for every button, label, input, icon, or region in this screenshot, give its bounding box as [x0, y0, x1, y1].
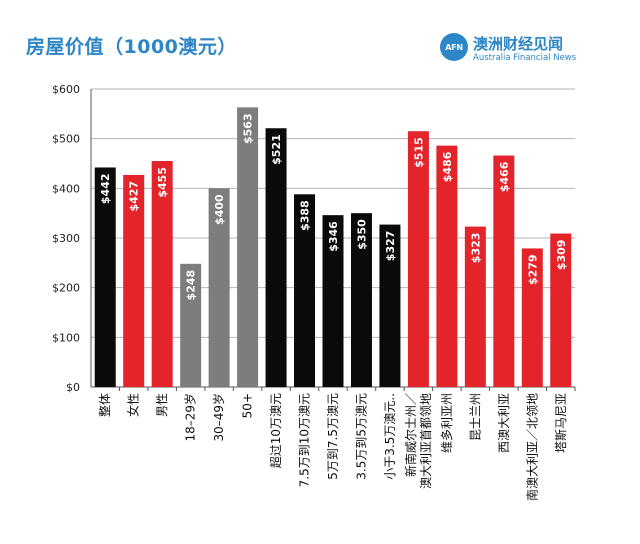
bar-value-label: $486: [441, 151, 454, 182]
bar-value-label: $400: [213, 194, 226, 225]
bar: [407, 131, 429, 387]
x-tick-label: 超过10万澳元: [268, 393, 283, 468]
bar: [322, 215, 344, 387]
x-tick-label: 7.5万到10万澳元: [298, 393, 312, 487]
y-tick-label: $300: [52, 232, 80, 245]
bar: [493, 155, 515, 387]
bar-value-label: $427: [128, 181, 141, 212]
bar: [94, 167, 116, 387]
bar: [180, 263, 202, 387]
bar: [521, 248, 543, 387]
bar-value-label: $279: [526, 254, 539, 285]
bar: [436, 145, 458, 387]
x-tick-label: 南澳大利亚／北领地: [524, 393, 539, 501]
bar-value-label: $442: [99, 173, 112, 204]
bar: [350, 213, 372, 387]
y-tick-label: $400: [52, 182, 80, 195]
bar: [550, 233, 572, 387]
x-tick-label: 新南威尔士州／: [403, 393, 418, 477]
bar: [151, 161, 173, 387]
y-tick-label: $200: [52, 282, 80, 295]
bar-value-label: $563: [242, 113, 255, 144]
bar-value-label: $515: [412, 137, 425, 168]
bar-value-label: $248: [185, 270, 198, 301]
y-tick-label: $0: [66, 381, 80, 394]
x-tick-label: 5万到7.5万澳元: [326, 393, 340, 480]
x-tick-label: 3.5万到5万澳元: [354, 393, 368, 480]
x-tick-label: 整体: [97, 393, 112, 417]
x-tick-label: 塔斯马尼亚: [554, 393, 568, 453]
bar: [123, 174, 145, 387]
x-tick-label: 50+: [241, 393, 255, 418]
bar: [379, 224, 401, 387]
bar: [294, 194, 316, 387]
bar-value-label: $388: [299, 200, 312, 231]
brand-logo-icon: AFN: [440, 33, 468, 61]
bar-value-label: $327: [384, 231, 397, 262]
bar-value-label: $521: [270, 134, 283, 165]
x-tick-label: 小于3.5万澳元..: [383, 393, 397, 480]
x-tick-label: 澳大利亚首都领地: [419, 393, 433, 489]
y-tick-label: $500: [52, 133, 80, 146]
bar: [237, 107, 259, 388]
x-tick-label: 18–29岁: [183, 393, 198, 442]
brand: AFN 澳洲财经见闻 Australia Financial News: [440, 33, 630, 73]
bar: [208, 188, 230, 387]
x-tick-label: 昆士兰州: [468, 393, 482, 441]
x-tick-label: 女性: [126, 393, 141, 417]
bar: [265, 128, 287, 387]
bar: [464, 226, 486, 387]
bar-value-label: $350: [355, 219, 368, 250]
bar-value-label: $466: [498, 161, 511, 192]
x-tick-label: 西澳大利亚: [497, 393, 511, 453]
bar-value-label: $309: [555, 240, 568, 271]
y-tick-label: $100: [52, 331, 80, 344]
bar-value-label: $323: [469, 233, 482, 264]
brand-name-cn: 澳洲财经见闻: [473, 35, 564, 53]
x-tick-label: 维多利亚州: [440, 393, 454, 453]
brand-name-en: Australia Financial News: [473, 53, 577, 63]
x-tick-label: 30–49岁: [211, 393, 226, 442]
chart-title: 房屋价值（1000澳元）: [26, 36, 237, 58]
y-tick-label: $600: [52, 83, 80, 96]
x-tick-label: 男性: [155, 393, 169, 417]
bar-value-label: $455: [156, 167, 169, 198]
bar-value-label: $346: [327, 221, 340, 252]
